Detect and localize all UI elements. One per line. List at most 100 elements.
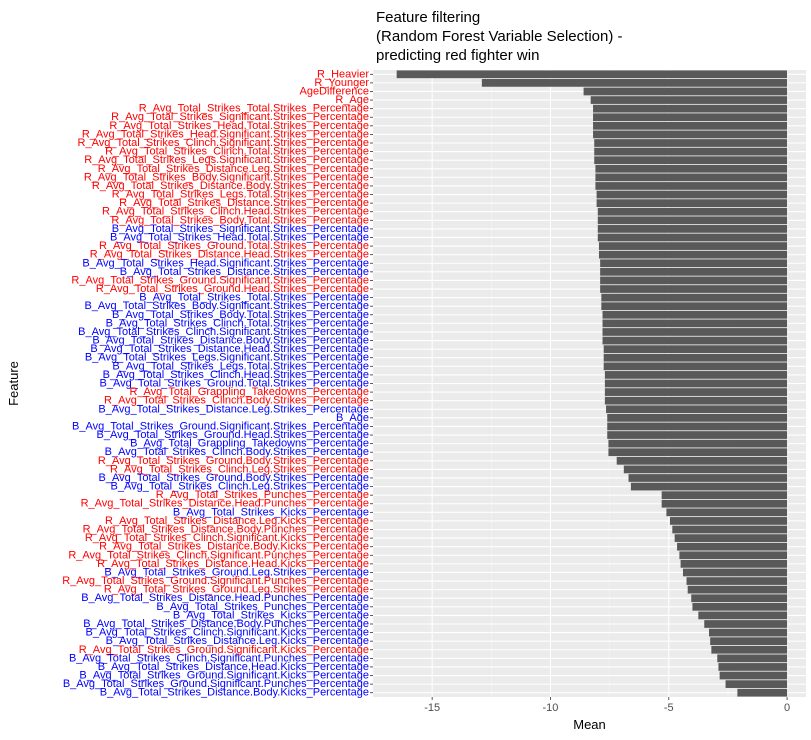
bar (603, 362, 788, 371)
chart-title-line-3: predicting red fighter win (376, 47, 539, 64)
bar (602, 328, 788, 336)
x-tick-label: -15 (424, 702, 440, 714)
bar (481, 79, 788, 87)
y-tick-label: R_Heavier (317, 68, 369, 80)
y-tick-label: B_Avg_Total_Strikes_Clinch.Body.Strikes_… (105, 446, 369, 458)
bar (590, 96, 788, 104)
x-tick-label: -10 (543, 702, 559, 714)
bar (623, 465, 788, 474)
bar (698, 611, 788, 620)
y-tick-label: B_Avg_Total_Strikes_Distance.Head.Kicks_… (98, 661, 369, 673)
bar (396, 70, 788, 79)
y-tick-label: R_Avg_Total_Strikes_Significant.Strikes_… (111, 111, 369, 123)
bar (597, 216, 788, 225)
y-tick-label: R_Avg_Total_Strikes_Legs.Total.Strikes_P… (112, 189, 369, 201)
y-tick-label: R_Avg_Total_Strikes_Punches_Percentage (156, 489, 369, 501)
bar (600, 285, 788, 293)
bar (682, 568, 788, 577)
y-tick-label: R_Avg_Total_Strikes_Clinch.Body.Strikes_… (104, 395, 369, 407)
bar (686, 577, 788, 585)
y-tick-label: B_Avg_Total_Strikes_Distance.Body.Punche… (83, 618, 369, 630)
bar (594, 139, 788, 147)
bar (607, 431, 788, 439)
bar (583, 87, 788, 96)
bar (725, 680, 788, 688)
bar (604, 371, 788, 379)
y-tick-label: R_Avg_Total_Strikes_Body.Total.Strikes_P… (111, 214, 369, 226)
y-tick-label: B_Avg_Total_Strikes_Clinch.Significant.S… (78, 326, 369, 338)
bar (593, 104, 788, 113)
bar (600, 276, 788, 285)
bar (616, 456, 788, 465)
bar (687, 585, 788, 594)
bar (704, 620, 788, 628)
bar (607, 413, 788, 422)
y-tick-label: R_Avg_Total_Strikes_Legs.Significant.Str… (84, 154, 369, 166)
y-tick-label: R_Avg_Total_Grappling_Takedowns_Percenta… (129, 386, 369, 398)
y-tick-label: R_Avg_Total_Strikes_Head.Total.Strikes_P… (109, 120, 369, 132)
y-tick-label: R_Avg_Total_Strikes_Head.Significant.Str… (82, 128, 369, 140)
y-tick-label: B_Avg_Total_Strikes_Ground.Body.Strikes_… (99, 472, 369, 484)
y-tick-label: R_Avg_Total_Strikes_Distance.Head.Strike… (90, 249, 369, 261)
bar (594, 156, 788, 165)
y-tick-label: R_Avg_Total_Strikes_Distance.Body.Kicks_… (99, 541, 369, 553)
bars (396, 70, 788, 697)
y-tick-label: B_Avg_Total_Strikes_Body.Significant.Str… (84, 300, 369, 312)
y-tick-label: R_Age (335, 94, 369, 106)
y-tick-label: B_Avg_Total_Strikes_Legs.Total.Strikes_P… (112, 360, 369, 372)
y-tick-label: B_Avg_Total_Strikes_Distance.Head.Strike… (90, 343, 369, 355)
bar (595, 164, 788, 173)
y-tick-label: R_Avg_Total_Strikes_Ground.Significant.P… (62, 575, 369, 587)
y-tick-label: B_Avg_Total_Strikes_Ground.Total.Strikes… (100, 378, 369, 390)
y-tick-label: B_Avg_Total_Strikes_Distance.Head.Punche… (81, 592, 369, 604)
y-tick-label: B_Avg_Total_Strikes_Ground.Significant.K… (79, 670, 369, 682)
y-tick-label: R_Younger (314, 77, 369, 89)
y-tick-label: B_Avg_Total_Strikes_Body.Total.Strikes_P… (112, 309, 369, 321)
bar (594, 147, 788, 156)
bar (661, 499, 788, 508)
bar (596, 199, 788, 207)
chart-title-line-2: (Random Forest Variable Selection) - (376, 28, 623, 45)
y-tick-label: B_Avg_Total_Strikes_Distance.Leg.Kicks_P… (106, 635, 369, 647)
chart-title: Feature filtering (Random Forest Variabl… (376, 9, 623, 64)
y-tick-label: B_Avg_Total_Strikes_Punches_Percentage (156, 601, 369, 613)
bar (691, 594, 788, 603)
y-tick-label: R_Avg_Total_Strikes_Clinch.Total.Strikes… (105, 146, 369, 158)
bar (601, 302, 788, 311)
y-tick-label: R_Avg_Total_Strikes_Body.Significant.Str… (84, 171, 369, 183)
y-tick-label: R_Avg_Total_Strikes_Ground.Leg.Strikes_P… (104, 584, 369, 596)
y-tick-label: B_Avg_Total_Strikes_Legs.Significant.Str… (85, 352, 369, 364)
bar (600, 259, 788, 268)
y-tick-label: B_Avg_Total_Strikes_Distance.Body.Strike… (92, 335, 369, 347)
x-axis-title: Mean (573, 717, 606, 732)
bar (596, 190, 788, 199)
y-tick-label: R_Avg_Total_Strikes_Clinch.Significant.P… (68, 549, 369, 561)
y-tick-label: R_Avg_Total_Strikes_Clinch.Leg.Strikes_P… (110, 463, 369, 475)
y-tick-label: R_Avg_Total_Strikes_Ground.Significant.K… (79, 644, 369, 656)
chart-title-line-1: Feature filtering (376, 9, 480, 26)
y-tick-label: B_Avg_Total_Grappling_Takedowns_Percenta… (130, 438, 369, 450)
y-tick-label: R_Avg_Total_Strikes_Clinch.Significant.S… (78, 137, 369, 149)
y-tick-label: B_Avg_Total_Strikes_Clinch.Significant.P… (69, 652, 369, 664)
bar (598, 242, 788, 250)
y-tick-label: R_Avg_Total_Strikes_Ground.Head.Strikes_… (96, 283, 369, 295)
bar (711, 645, 788, 654)
y-tick-label: AgeDifference (299, 85, 369, 97)
bar (602, 319, 788, 328)
y-tick-label: R_Avg_Total_Strikes_Ground.Body.Strikes_… (98, 455, 369, 467)
bar (597, 233, 788, 242)
y-tick-label: B_Avg_Total_Strikes_Distance.Body.Kicks_… (100, 687, 369, 699)
bar (604, 379, 788, 388)
bar (597, 225, 788, 233)
bar (603, 345, 788, 354)
bar (718, 663, 788, 671)
y-tick-label: B_Avg_Total_Strikes_Significant.Strikes_… (112, 223, 369, 235)
x-tick-labels: -15 -10 -5 0 (424, 697, 790, 714)
bar (595, 182, 788, 190)
y-tick-label: R_Avg_Total_Strikes_Distance.Strikes_Per… (119, 197, 369, 209)
bar (677, 542, 788, 551)
y-tick-label: B_Avg_Total_Strikes_Clinch.Significant.K… (85, 627, 369, 639)
bar (604, 396, 788, 405)
bar (680, 560, 788, 568)
